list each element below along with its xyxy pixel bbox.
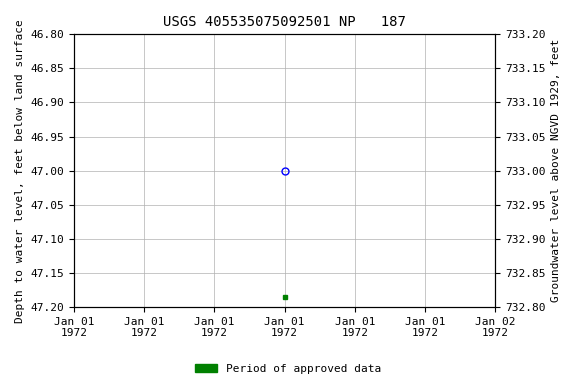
Y-axis label: Groundwater level above NGVD 1929, feet: Groundwater level above NGVD 1929, feet [551, 39, 561, 302]
Y-axis label: Depth to water level, feet below land surface: Depth to water level, feet below land su… [15, 19, 25, 323]
Legend: Period of approved data: Period of approved data [191, 359, 385, 379]
Title: USGS 405535075092501 NP   187: USGS 405535075092501 NP 187 [163, 15, 406, 29]
